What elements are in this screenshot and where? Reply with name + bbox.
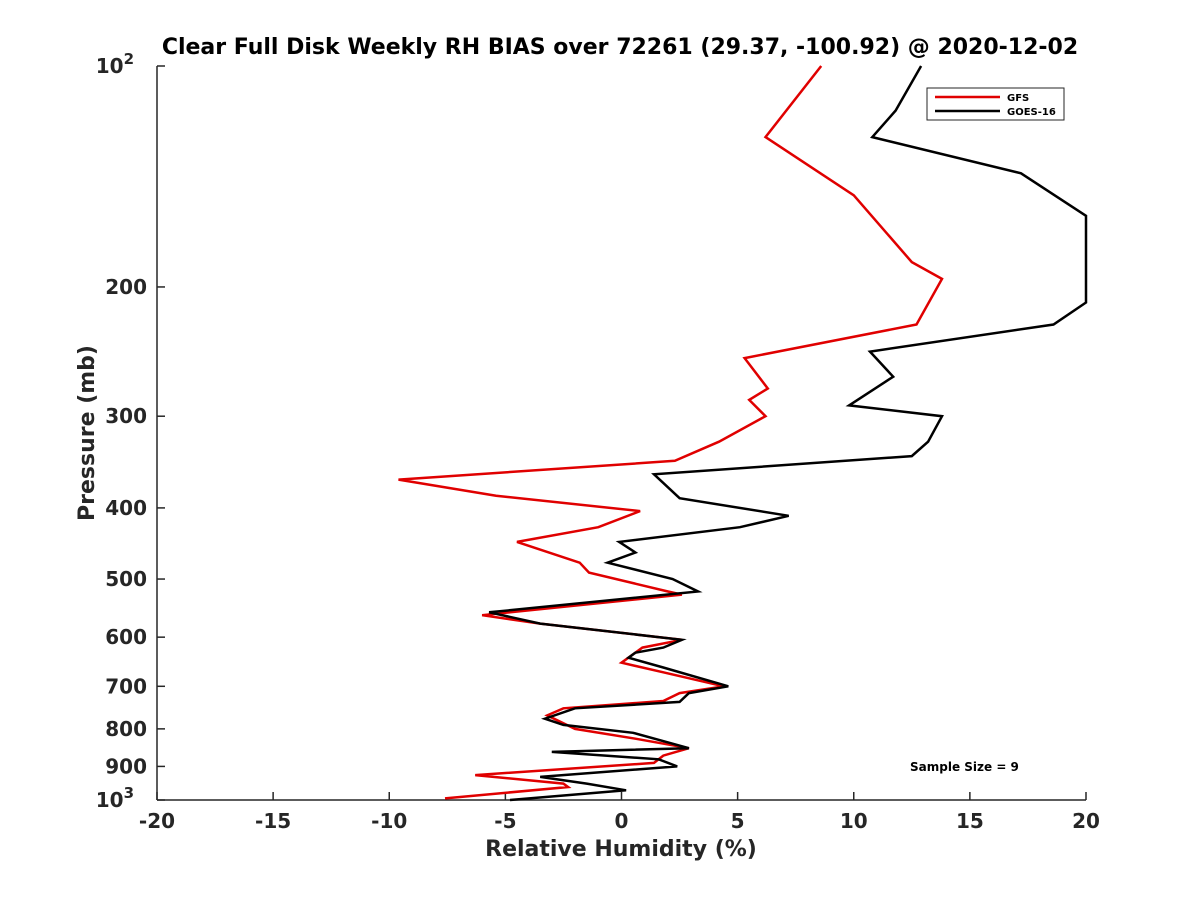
y-tick-label: 700: [105, 674, 147, 698]
x-tick-label: 15: [956, 809, 984, 833]
y-tick-label-base: 900: [105, 754, 147, 778]
plot-area: -20 -15 -10 -5 0 5 10 15 20 10220030040050060070…: [96, 50, 1100, 833]
y-tick-label-base: 500: [105, 567, 147, 591]
x-tick-label: -10: [371, 809, 407, 833]
y-tick-label: 900: [105, 754, 147, 778]
x-tick-label: -5: [494, 809, 516, 833]
y-tick-label-base: 300: [105, 404, 147, 428]
legend-label-gfs: GFS: [1007, 93, 1029, 104]
y-tick-label: 300: [105, 404, 147, 428]
x-tick-label: 10: [840, 809, 868, 833]
y-tick-label-base: 800: [105, 717, 147, 741]
y-axis-label: Pressure (mb): [75, 345, 100, 521]
y-tick-label: 103: [96, 784, 134, 812]
y-tick-label-base: 600: [105, 625, 147, 649]
sample-size-annotation: Sample Size = 9: [910, 760, 1019, 774]
legend: GFS GOES-16: [926, 87, 1065, 121]
y-tick-label-base: 200: [105, 275, 147, 299]
x-axis-label: Relative Humidity (%): [485, 837, 757, 862]
y-tick-label-base: 700: [105, 674, 147, 698]
y-tick-label: 400: [105, 496, 147, 520]
y-tick-label-exponent: 2: [124, 50, 134, 68]
y-tick-label: 800: [105, 717, 147, 741]
y-tick-label-base: 10: [96, 788, 124, 812]
x-tick-label: 0: [615, 809, 629, 833]
y-tick-label-base: 10: [96, 54, 124, 78]
legend-label-goes16: GOES-16: [1007, 107, 1056, 118]
y-tick-label-exponent: 3: [124, 784, 134, 802]
chart-title: Clear Full Disk Weekly RH BIAS over 7226…: [162, 35, 1078, 60]
x-tick-label: 5: [731, 809, 745, 833]
x-tick-label: -15: [255, 809, 291, 833]
legend-box: [926, 87, 1065, 121]
y-tick-label: 200: [105, 275, 147, 299]
y-tick-label: 500: [105, 567, 147, 591]
series-line-goes16: [488, 65, 1088, 802]
y-tick-label: 600: [105, 625, 147, 649]
x-tick-label: 20: [1072, 809, 1100, 833]
x-axis-ticks: -20 -15 -10 -5 0 5 10 15 20: [139, 792, 1100, 833]
series-layer: [398, 65, 1088, 802]
y-tick-label: 102: [96, 50, 134, 78]
y-tick-label-base: 400: [105, 496, 147, 520]
x-tick-label: -20: [139, 809, 175, 833]
series-line-gfs: [398, 65, 944, 800]
